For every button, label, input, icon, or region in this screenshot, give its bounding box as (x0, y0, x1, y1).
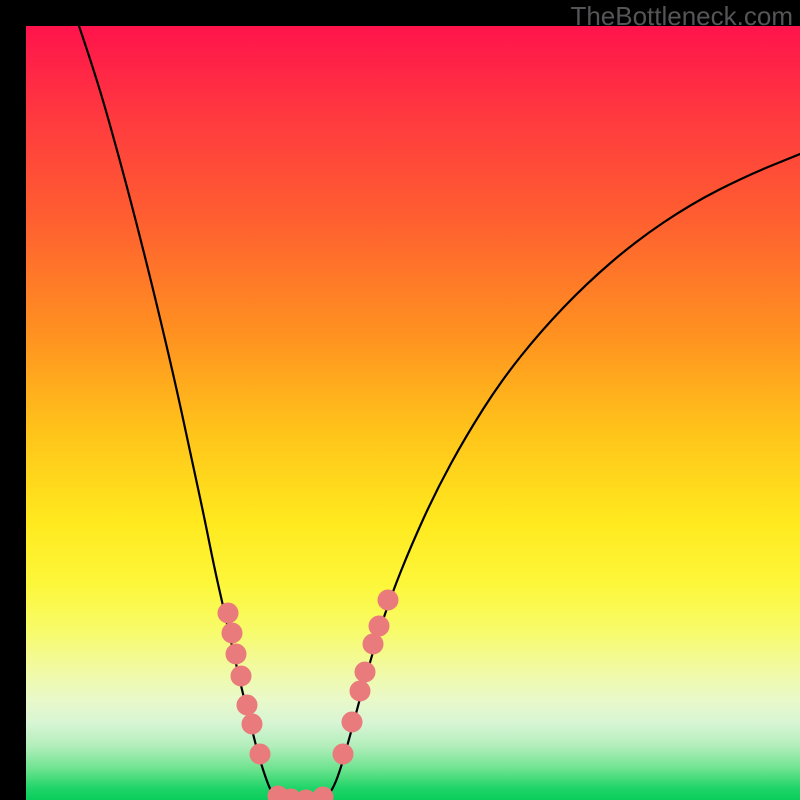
marker-dot (250, 744, 270, 764)
marker-dot (333, 744, 353, 764)
watermark-text: TheBottleneck.com (570, 1, 793, 32)
marker-dot (222, 623, 242, 643)
marker-dot (378, 590, 398, 610)
gradient-background (26, 26, 800, 800)
marker-dot (226, 644, 246, 664)
marker-dot (231, 666, 251, 686)
marker-dot (342, 712, 362, 732)
marker-dot (237, 695, 257, 715)
chart-frame: TheBottleneck.com (0, 0, 800, 800)
marker-dot (218, 603, 238, 623)
marker-dot (355, 662, 375, 682)
marker-dot (242, 714, 262, 734)
marker-dot (363, 634, 383, 654)
marker-dot (369, 616, 389, 636)
bottleneck-chart (26, 26, 800, 800)
marker-dot (350, 681, 370, 701)
